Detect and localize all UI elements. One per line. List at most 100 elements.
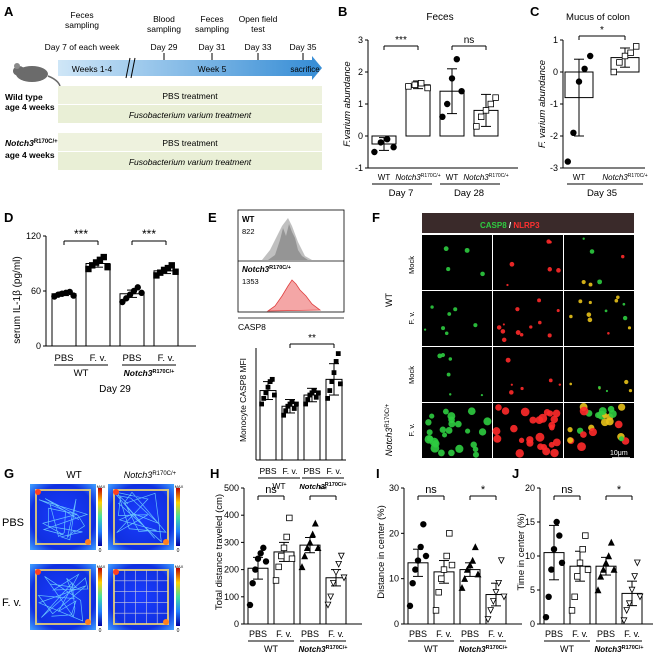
micrograph-tile <box>493 235 563 290</box>
i-ytick-label: 10 <box>389 574 399 584</box>
panel-e-ylabel: Monocyte CASP8 MFI <box>238 358 248 442</box>
cell-signal <box>426 435 434 442</box>
b-ytick-label: -1 <box>355 163 363 173</box>
heatmap-tile <box>30 484 96 550</box>
h-point <box>257 550 264 557</box>
heatmap-min-label: 0 <box>99 628 102 634</box>
cell-signal <box>552 438 561 447</box>
i-point <box>469 556 477 564</box>
j-sig-label: ns <box>561 484 573 496</box>
panel-e: E WT 822 Notch3R170C/+ 1353 CASP8 Monocy… <box>208 209 347 491</box>
heatmap-scalebar <box>176 568 180 626</box>
b-ytick-label: 2 <box>358 67 363 77</box>
j-point <box>553 518 560 526</box>
j-point <box>582 532 589 539</box>
micrograph-header-label: CASP8 / NLRP3 <box>480 221 540 230</box>
c-ytick-label: -3 <box>550 163 558 173</box>
cell-signal <box>608 410 617 418</box>
tl-label-2b: sampling <box>147 24 181 34</box>
cell-signal <box>582 237 585 240</box>
h-geno-notch: Notch3R170C/+ <box>299 645 348 654</box>
e-point <box>289 399 295 405</box>
notch-pbs-box <box>58 133 322 151</box>
panel-h-ylabel: Total distance traveled (cm) <box>214 494 225 610</box>
cell-signal <box>614 298 619 303</box>
heatmap-tile <box>108 564 174 630</box>
heatmap-corner <box>85 539 91 545</box>
tl-label-2a: Blood <box>153 14 175 24</box>
panel-b-letter: B <box>338 4 347 19</box>
i-point <box>440 566 448 573</box>
c-point <box>616 59 623 66</box>
j-point <box>605 552 613 560</box>
h-point <box>254 555 262 562</box>
i-point <box>438 575 445 582</box>
h-xtick-label: F. v. <box>276 629 292 639</box>
heatmap-track <box>113 569 169 625</box>
h-ytick-label: 100 <box>224 592 239 602</box>
cell-signal <box>439 426 447 433</box>
j-point <box>623 607 631 615</box>
b-point <box>458 87 465 95</box>
cell-signal <box>506 283 509 287</box>
h-point <box>260 544 267 552</box>
i-point <box>414 557 422 564</box>
cell-signal <box>509 261 515 267</box>
c-point <box>633 43 640 50</box>
b-point <box>448 75 456 82</box>
panel-i-ylabel: Distance in center (%) <box>376 505 387 598</box>
micrograph-tile <box>422 347 492 402</box>
panel-a: A Feces sampling Day 7 of each week Bloo… <box>4 4 322 170</box>
j-point <box>542 614 550 621</box>
b-point <box>444 100 451 108</box>
d-point <box>138 289 145 297</box>
e-point <box>303 401 309 407</box>
h-ytick-label: 500 <box>224 483 239 493</box>
h-point <box>311 519 319 527</box>
notch-fv-label: Fusobacterium varium treatment <box>129 157 252 167</box>
j-xtick-label: PBS <box>545 629 563 639</box>
i-ytick-label: 0 <box>394 619 399 629</box>
heatmap-corner <box>113 489 119 495</box>
cell-signal <box>520 407 530 417</box>
cell-signal <box>567 437 574 444</box>
e-point <box>281 412 287 418</box>
b-sig-label: ns <box>464 35 475 46</box>
cell-signal <box>448 449 455 457</box>
cell-signal <box>444 331 449 336</box>
cell-signal <box>622 315 628 321</box>
cell-signal <box>473 323 478 328</box>
tl-label-3c: Day 31 <box>199 42 226 52</box>
panel-e-letter: E <box>208 210 217 225</box>
j-point <box>556 532 563 539</box>
panel-j-letter: J <box>512 466 519 481</box>
cell-signal <box>628 389 633 393</box>
h-geno-wt: WT <box>264 644 278 654</box>
i-ytick-label: 30 <box>389 483 399 493</box>
h-point <box>309 530 317 538</box>
heatmap-path <box>37 573 89 622</box>
cell-signal <box>529 416 537 424</box>
cell-signal <box>607 332 610 335</box>
i-point <box>448 561 456 569</box>
panel-b: B Feces F.varium abundance -1 0 1 2 3 *** ns WT… <box>338 4 518 199</box>
wt-group-l1: Wild type <box>5 92 43 102</box>
hist-notch-label: Notch3R170C/+ <box>242 265 291 274</box>
c-sig-label: * <box>600 25 604 36</box>
j-point <box>584 566 592 573</box>
cell-signal <box>577 442 586 451</box>
g-row-fv: F. v. <box>2 597 21 609</box>
j-point <box>602 559 610 566</box>
g-col-wt: WT <box>66 470 82 481</box>
e-point <box>311 388 317 393</box>
heatmap-min-label: 0 <box>99 548 102 554</box>
j-ytick-label: 15 <box>525 517 535 527</box>
heatmap-corner <box>163 619 169 625</box>
e-point <box>327 388 333 393</box>
cell-signal <box>588 300 592 305</box>
tl-label-1a: Feces <box>70 10 93 20</box>
j-point <box>545 593 552 600</box>
cell-signal <box>567 427 573 433</box>
cell-signal <box>426 429 433 436</box>
cell-signal <box>454 420 462 428</box>
